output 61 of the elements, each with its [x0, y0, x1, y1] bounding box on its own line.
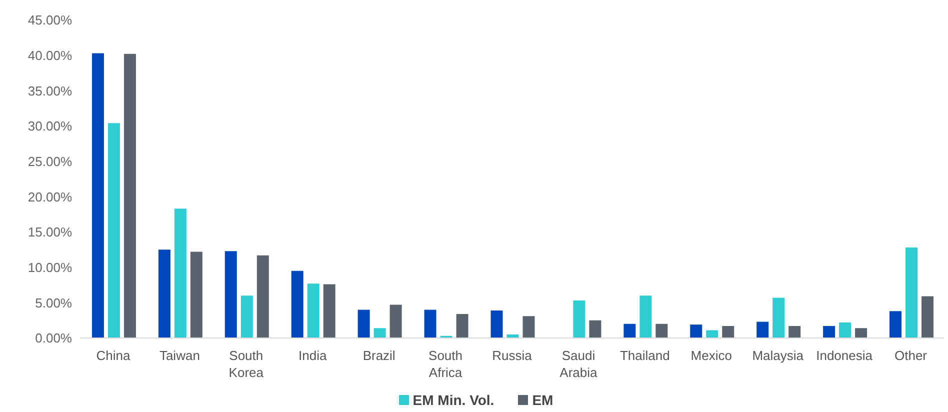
- bar: [358, 310, 370, 338]
- bar: [374, 328, 386, 338]
- bar: [291, 270, 304, 338]
- bar: [756, 322, 769, 338]
- bar: [788, 326, 801, 338]
- bar: [323, 284, 336, 338]
- bar: [158, 250, 170, 338]
- bar: [906, 248, 918, 338]
- x-tick-label: Malaysia: [752, 348, 804, 363]
- bar: [490, 310, 503, 338]
- bar: [922, 296, 934, 338]
- bar: [424, 310, 436, 338]
- y-tick-label: 0.00%: [35, 330, 72, 346]
- bar: [174, 208, 186, 338]
- y-tick-label: 35.00%: [28, 83, 72, 98]
- bar: [589, 320, 602, 338]
- bar: [307, 284, 320, 338]
- y-tick-label: 5.00%: [35, 295, 72, 310]
- bar: [839, 322, 852, 338]
- bar: [722, 326, 734, 338]
- bar: [456, 314, 468, 338]
- x-tick-label: Russia: [492, 348, 533, 363]
- bar: [855, 328, 868, 338]
- y-tick-label: 15.00%: [28, 224, 72, 240]
- x-tick-label: Mexico: [690, 348, 732, 363]
- bar: [656, 324, 668, 338]
- bar: [573, 300, 586, 338]
- bar: [190, 252, 202, 338]
- y-tick-label: 30.00%: [28, 118, 72, 134]
- x-tick-label: China: [96, 348, 131, 363]
- bar: [390, 304, 402, 338]
- y-tick-label: 45.00%: [28, 12, 72, 28]
- x-tick-label: Brazil: [362, 348, 396, 363]
- x-tick-label: Other: [894, 348, 928, 363]
- y-tick-label: 25.00%: [28, 154, 72, 169]
- bar: [240, 296, 253, 338]
- bar: [823, 326, 836, 338]
- bar: [522, 316, 535, 338]
- bar: [690, 324, 702, 338]
- legend-label: EM Min. Vol.: [412, 392, 494, 408]
- x-tick-label: Taiwan: [159, 348, 200, 363]
- y-tick-label: 20.00%: [28, 189, 72, 204]
- bar: [108, 123, 120, 338]
- x-tick-label: South Korea: [228, 348, 264, 380]
- x-tick-label: India: [298, 348, 328, 363]
- bar: [256, 255, 269, 338]
- bar: [706, 330, 718, 338]
- x-tick-label: Thailand: [620, 348, 670, 363]
- y-tick-label: 10.00%: [28, 260, 72, 275]
- bar: [92, 53, 104, 338]
- x-tick-label: Indonesia: [816, 348, 874, 363]
- bar: [624, 324, 636, 338]
- legend-label: EM: [531, 392, 554, 408]
- bar: [124, 54, 136, 338]
- bar: [772, 298, 785, 338]
- bar: [890, 311, 902, 338]
- x-tick-label: Saudi Arabia: [560, 348, 598, 380]
- y-tick-label: 40.00%: [28, 48, 72, 63]
- bar: [640, 296, 652, 338]
- x-tick-label: South Africa: [428, 348, 463, 380]
- bar: [224, 251, 237, 338]
